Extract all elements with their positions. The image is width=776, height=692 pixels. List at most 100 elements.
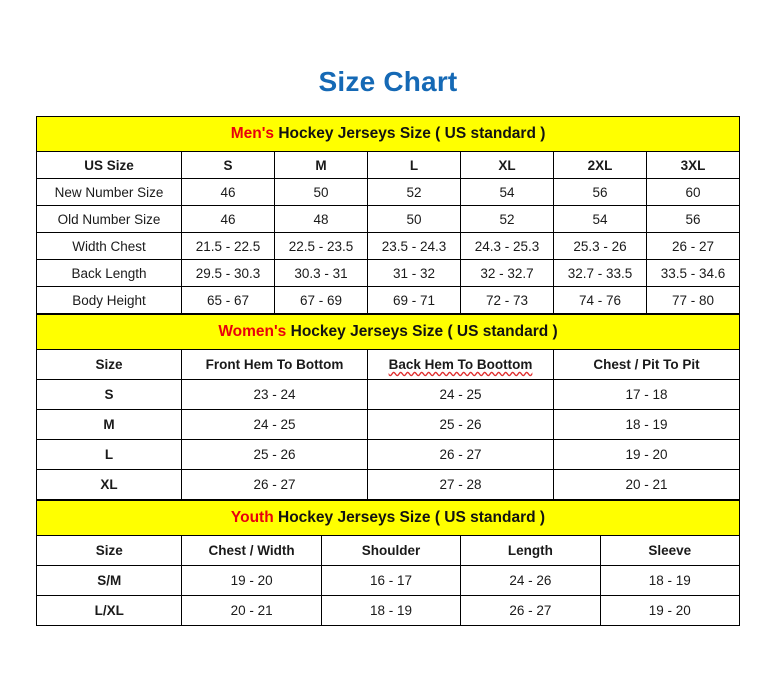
mens-row-label-0: New Number Size (36, 178, 182, 206)
mens-cell-3-4: 32.7 - 33.5 (553, 259, 647, 287)
womens-cell-0-0: 23 - 24 (181, 379, 368, 410)
mens-cell-1-3: 52 (460, 205, 554, 233)
table-row: Old Number Size 46 48 50 52 54 56 (36, 205, 741, 233)
table-row: L/XL 20 - 21 18 - 19 26 - 27 19 - 20 (35, 595, 741, 626)
mens-row-label-4: Body Height (36, 286, 182, 314)
mens-column-header-row: US Size S M L XL 2XL 3XL (36, 151, 741, 179)
youth-banner-accent: Youth (230, 509, 274, 526)
mens-cell-2-1: 22.5 - 23.5 (274, 232, 368, 260)
mens-cell-0-0: 46 (181, 178, 275, 206)
womens-banner-row: Women's Hockey Jerseys Size ( US standar… (36, 314, 740, 350)
table-row: M 24 - 25 25 - 26 18 - 19 (36, 409, 740, 440)
mens-cell-2-3: 24.3 - 25.3 (460, 232, 554, 260)
youth-banner-row: Youth Hockey Jerseys Size ( US standard … (36, 500, 740, 536)
womens-banner-accent: Women's (218, 323, 287, 340)
table-row: Width Chest 21.5 - 22.5 22.5 - 23.5 23.5… (36, 232, 741, 260)
womens-cell-2-1: 26 - 27 (367, 439, 554, 470)
mens-col-header-0: US Size (36, 151, 182, 179)
mens-col-header-4: XL (460, 151, 554, 179)
youth-cell-1-3: 19 - 20 (599, 595, 741, 626)
page-title: Size Chart (318, 66, 458, 97)
womens-cell-0-1: 24 - 25 (367, 379, 554, 410)
mens-cell-4-5: 77 - 80 (645, 286, 741, 314)
mens-cell-1-1: 48 (274, 205, 368, 233)
table-row: New Number Size 46 50 52 54 56 60 (36, 178, 741, 206)
youth-size-table: Youth Hockey Jerseys Size ( US standard … (35, 500, 741, 626)
mens-col-header-3: L (367, 151, 461, 179)
womens-col-header-0: Size (36, 349, 182, 380)
mens-cell-3-5: 33.5 - 34.6 (645, 259, 741, 287)
womens-col-header-2-text: Back Hem To Boottom (388, 357, 533, 372)
womens-row-label-3: XL (36, 469, 182, 500)
mens-banner-row: Men's Hockey Jerseys Size ( US standard … (35, 116, 741, 152)
womens-row-label-2: L (36, 439, 182, 470)
table-row: S 23 - 24 24 - 25 17 - 18 (36, 379, 740, 410)
mens-cell-4-4: 74 - 76 (553, 286, 647, 314)
womens-row-label-1: M (36, 409, 182, 440)
mens-cell-2-4: 25.3 - 26 (553, 232, 647, 260)
mens-cell-0-2: 52 (367, 178, 461, 206)
mens-row-label-1: Old Number Size (36, 205, 182, 233)
womens-cell-1-2: 18 - 19 (553, 409, 740, 440)
youth-col-header-1: Chest / Width (181, 535, 322, 566)
size-chart-tables: Men's Hockey Jerseys Size ( US standard … (35, 116, 741, 626)
womens-cell-1-1: 25 - 26 (367, 409, 554, 440)
youth-cell-0-1: 16 - 17 (320, 565, 462, 596)
womens-col-header-2: Back Hem To Boottom (367, 349, 554, 380)
mens-cell-0-3: 54 (460, 178, 554, 206)
youth-col-header-2: Shoulder (320, 535, 462, 566)
mens-col-header-2: M (274, 151, 368, 179)
womens-banner-rest: Hockey Jerseys Size ( US standard ) (286, 323, 558, 340)
mens-cell-1-5: 56 (645, 205, 741, 233)
mens-col-header-1: S (181, 151, 275, 179)
youth-row-label-0: S/M (35, 565, 183, 596)
womens-cell-2-2: 19 - 20 (553, 439, 740, 470)
youth-col-header-0: Size (35, 535, 183, 566)
mens-cell-2-0: 21.5 - 22.5 (181, 232, 275, 260)
womens-cell-0-2: 17 - 18 (553, 379, 740, 410)
mens-cell-0-4: 56 (553, 178, 647, 206)
youth-cell-0-3: 18 - 19 (599, 565, 741, 596)
table-row: L 25 - 26 26 - 27 19 - 20 (36, 439, 740, 470)
mens-row-label-2: Width Chest (36, 232, 182, 260)
mens-cell-3-3: 32 - 32.7 (460, 259, 554, 287)
womens-cell-3-0: 26 - 27 (181, 469, 368, 500)
youth-banner-rest: Hockey Jerseys Size ( US standard ) (273, 509, 546, 526)
youth-cell-1-0: 20 - 21 (181, 595, 322, 626)
youth-cell-0-0: 19 - 20 (181, 565, 322, 596)
womens-row-label-0: S (36, 379, 182, 410)
youth-cell-1-2: 26 - 27 (460, 595, 601, 626)
mens-cell-0-1: 50 (274, 178, 368, 206)
table-row: S/M 19 - 20 16 - 17 24 - 26 18 - 19 (35, 565, 741, 596)
mens-cell-3-1: 30.3 - 31 (274, 259, 368, 287)
womens-cell-3-2: 20 - 21 (553, 469, 740, 500)
table-row: XL 26 - 27 27 - 28 20 - 21 (36, 469, 740, 500)
womens-col-header-1: Front Hem To Bottom (181, 349, 368, 380)
mens-cell-3-2: 31 - 32 (367, 259, 461, 287)
womens-cell-3-1: 27 - 28 (367, 469, 554, 500)
mens-cell-4-0: 65 - 67 (181, 286, 275, 314)
youth-section-banner: Youth Hockey Jerseys Size ( US standard … (36, 500, 740, 536)
youth-column-header-row: Size Chest / Width Shoulder Length Sleev… (35, 535, 741, 566)
youth-cell-1-1: 18 - 19 (320, 595, 462, 626)
youth-row-label-1: L/XL (35, 595, 183, 626)
mens-cell-4-3: 72 - 73 (460, 286, 554, 314)
mens-section-banner: Men's Hockey Jerseys Size ( US standard … (35, 116, 741, 152)
mens-banner-accent: Men's (230, 125, 275, 142)
womens-col-header-3: Chest / Pit To Pit (553, 349, 740, 380)
mens-col-header-5: 2XL (553, 151, 647, 179)
table-row: Back Length 29.5 - 30.3 30.3 - 31 31 - 3… (36, 259, 741, 287)
womens-section-banner: Women's Hockey Jerseys Size ( US standar… (36, 314, 740, 350)
mens-cell-4-1: 67 - 69 (274, 286, 368, 314)
table-row: Body Height 65 - 67 67 - 69 69 - 71 72 -… (36, 286, 741, 314)
mens-cell-0-5: 60 (645, 178, 741, 206)
mens-cell-1-0: 46 (181, 205, 275, 233)
womens-cell-2-0: 25 - 26 (181, 439, 368, 470)
mens-row-label-3: Back Length (36, 259, 182, 287)
mens-cell-3-0: 29.5 - 30.3 (181, 259, 275, 287)
mens-cell-2-2: 23.5 - 24.3 (367, 232, 461, 260)
mens-cell-2-5: 26 - 27 (645, 232, 741, 260)
womens-cell-1-0: 24 - 25 (181, 409, 368, 440)
mens-col-header-6: 3XL (645, 151, 741, 179)
